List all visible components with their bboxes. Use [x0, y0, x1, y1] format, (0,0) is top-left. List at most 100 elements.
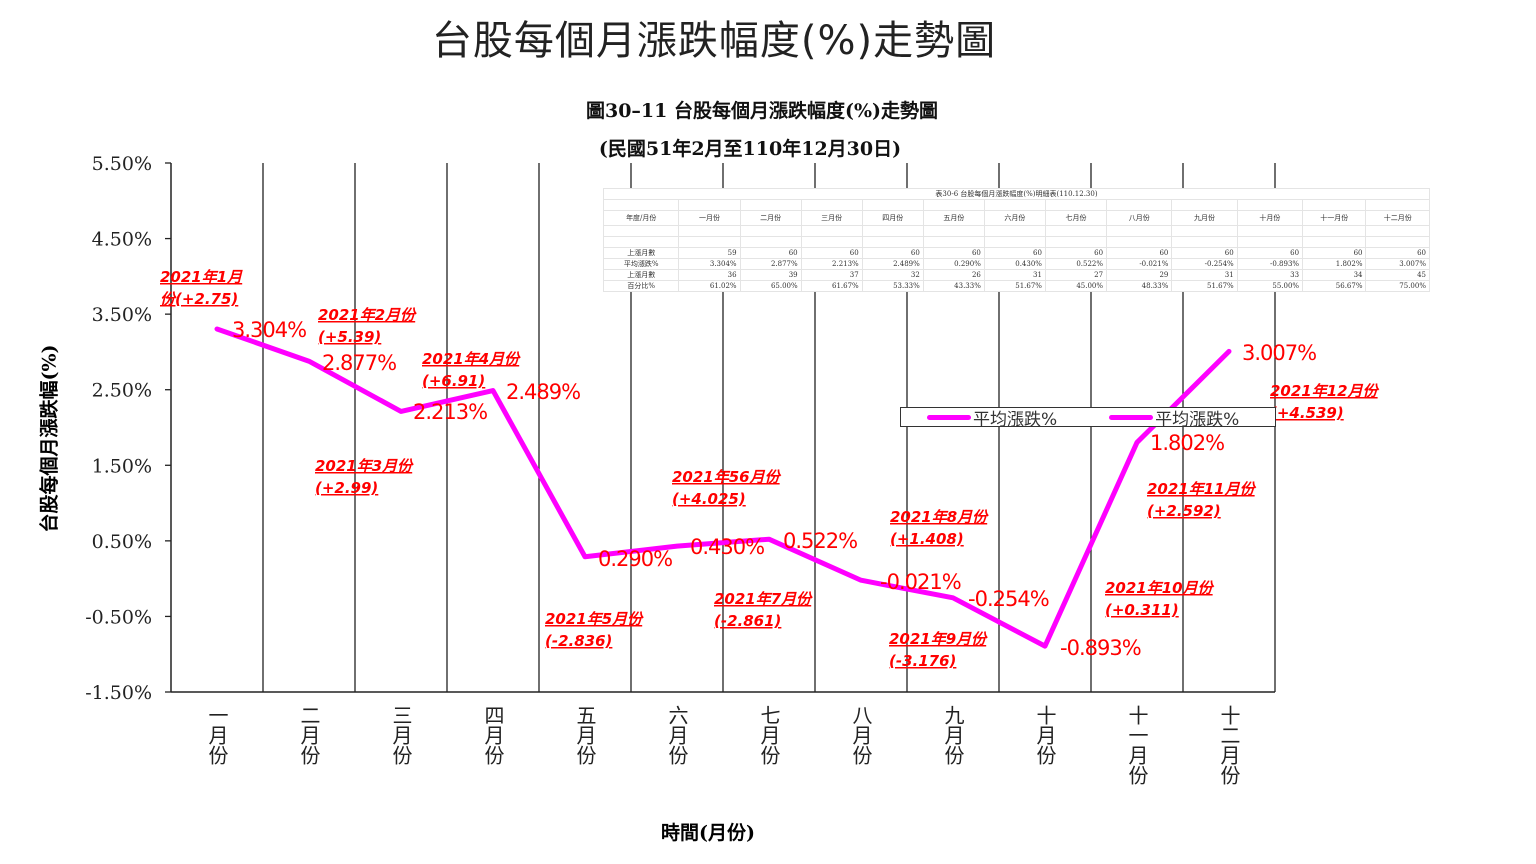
table-cell: 60: [983, 247, 1046, 259]
y-tick-label: 2.50%: [92, 380, 152, 402]
annotation-text: 2021年5月份: [545, 610, 644, 628]
legend-label: 平均漲跌%: [973, 409, 1058, 430]
table-cell: 32: [861, 269, 924, 281]
table-cell: 0.430%: [983, 258, 1046, 270]
annotation-text: (+4.539): [1270, 404, 1344, 422]
table-cell: [1302, 225, 1367, 237]
x-tick-label: 十一月份: [1125, 705, 1149, 785]
table-cell: 48.33%: [1106, 280, 1173, 292]
annotation-text: 2021年1月: [160, 268, 243, 286]
x-tick-label: 十二月份: [1217, 705, 1241, 785]
x-tick-label: 四月份: [481, 705, 505, 765]
table-cell: 十一月份: [1302, 210, 1367, 226]
page-title: 台股每個月漲跌幅度(%)走勢圖: [431, 18, 997, 64]
table-cell: [800, 199, 863, 211]
y-tick-label: -1.50%: [85, 682, 152, 704]
table-cell: 31: [983, 269, 1046, 281]
table-cell: 60: [1106, 247, 1173, 259]
x-tick-label: 十月份: [1033, 705, 1057, 765]
annotation-text: 2021年2月份: [318, 306, 417, 324]
table-cell: 三月份: [800, 210, 863, 226]
table-cell: [1302, 236, 1367, 248]
table-cell: [1171, 225, 1238, 237]
table-cell: [739, 199, 802, 211]
y-tick-label: 5.50%: [92, 153, 152, 175]
table-cell: 十月份: [1236, 210, 1304, 226]
table-cell: 60: [800, 247, 863, 259]
table-cell: [1365, 199, 1430, 211]
table-cell: 七月份: [1044, 210, 1108, 226]
annotation-text: 2021年8月份: [890, 508, 989, 526]
table-cell: [1236, 225, 1304, 237]
table-cell: [1365, 225, 1430, 237]
legend: 平均漲跌% 平均漲跌%: [900, 407, 1276, 430]
table-cell: 六月份: [983, 210, 1046, 226]
table-cell: 43.33%: [922, 280, 985, 292]
data-label: 0.430%: [690, 535, 764, 559]
data-label: 0.522%: [783, 529, 857, 553]
y-tick-label: -0.50%: [85, 606, 152, 628]
table-title-row: 表30-6 台股每個月漲跌幅度(%)明細表(110.12.30): [603, 188, 1430, 200]
y-tick-label: 4.50%: [92, 229, 152, 251]
table-row: 百分比% 61.02% 65.00% 61.67% 53.33% 43.33% 51.67%…: [602, 280, 1430, 292]
table-cell: [922, 225, 985, 237]
annotation-text: (+4.025): [672, 490, 746, 508]
table-cell: [1171, 199, 1238, 211]
table-cell: 53.33%: [861, 280, 924, 292]
table-cell: [602, 236, 680, 248]
table-cell: 二月份: [739, 210, 802, 226]
data-label: 2.489%: [506, 380, 580, 404]
y-axis-title: 台股每個月漲跌幅(%): [38, 344, 61, 533]
annotation-text: (+1.408): [890, 530, 964, 548]
data-label: 3.007%: [1242, 341, 1316, 365]
x-tick-label: 九月份: [941, 705, 965, 765]
table-cell: 1.802%: [1302, 258, 1367, 270]
annotation-text: 2021年10月份: [1105, 579, 1215, 597]
legend-label: 平均漲跌%: [1155, 409, 1240, 430]
table-cell: [678, 199, 741, 211]
chart-subtitle: (民國51年2月至110年12月30日): [598, 138, 902, 160]
y-tick-label: 3.50%: [92, 304, 152, 326]
table-cell: 上漲月數: [602, 247, 680, 259]
table-cell: 61.02%: [678, 280, 741, 292]
annotation-text: 2021年11月份: [1147, 480, 1257, 498]
table-cell: [1365, 236, 1430, 248]
data-label: 0.290%: [598, 547, 672, 571]
table-cell: 五月份: [922, 210, 985, 226]
table-cell: [602, 225, 680, 237]
table-cell: 60: [1365, 247, 1430, 259]
table-cell: 3.007%: [1365, 258, 1430, 270]
table-cell: [1044, 236, 1108, 248]
table-cell: 36: [678, 269, 741, 281]
table-spacer-row: [602, 199, 1430, 211]
annotation-text: 2021年3月份: [315, 457, 414, 475]
table-header-row: 年度/月份 一月份 二月份 三月份 四月份 五月份 六月份 七月份 八月份 九月份 十月份 十一月份十…: [602, 210, 1430, 226]
data-label: -0.021%: [880, 570, 961, 594]
table-cell: 29: [1106, 269, 1173, 281]
table-cell: 60: [1044, 247, 1108, 259]
table-cell: 60: [861, 247, 924, 259]
table-cell: -0.021%: [1106, 258, 1173, 270]
table-cell: 60: [922, 247, 985, 259]
table-cell: [1302, 199, 1367, 211]
table-cell: 33: [1236, 269, 1304, 281]
table-title: 表30-6 台股每個月漲跌幅度(%)明細表(110.12.30): [603, 188, 1430, 200]
x-axis-title: 時間(月份): [661, 822, 755, 844]
table-cell: [861, 199, 924, 211]
table-cell: [800, 225, 863, 237]
series-line: [214, 326, 1232, 649]
table-cell: [922, 236, 985, 248]
chart-title: 圖30–11 台股每個月漲跌幅度(%)走勢圖: [585, 100, 939, 122]
table-cell: [983, 236, 1046, 248]
table-cell: 45.00%: [1044, 280, 1108, 292]
table-cell: 45: [1365, 269, 1430, 281]
table-cell: [1106, 199, 1173, 211]
table-cell: 上漲月數: [602, 269, 680, 281]
table-cell: 75.00%: [1365, 280, 1430, 292]
table-cell: [861, 225, 924, 237]
annotation-text: (-2.861): [714, 612, 781, 630]
table-cell: [602, 199, 680, 211]
table-cell: [678, 225, 741, 237]
table-cell: [1044, 199, 1108, 211]
